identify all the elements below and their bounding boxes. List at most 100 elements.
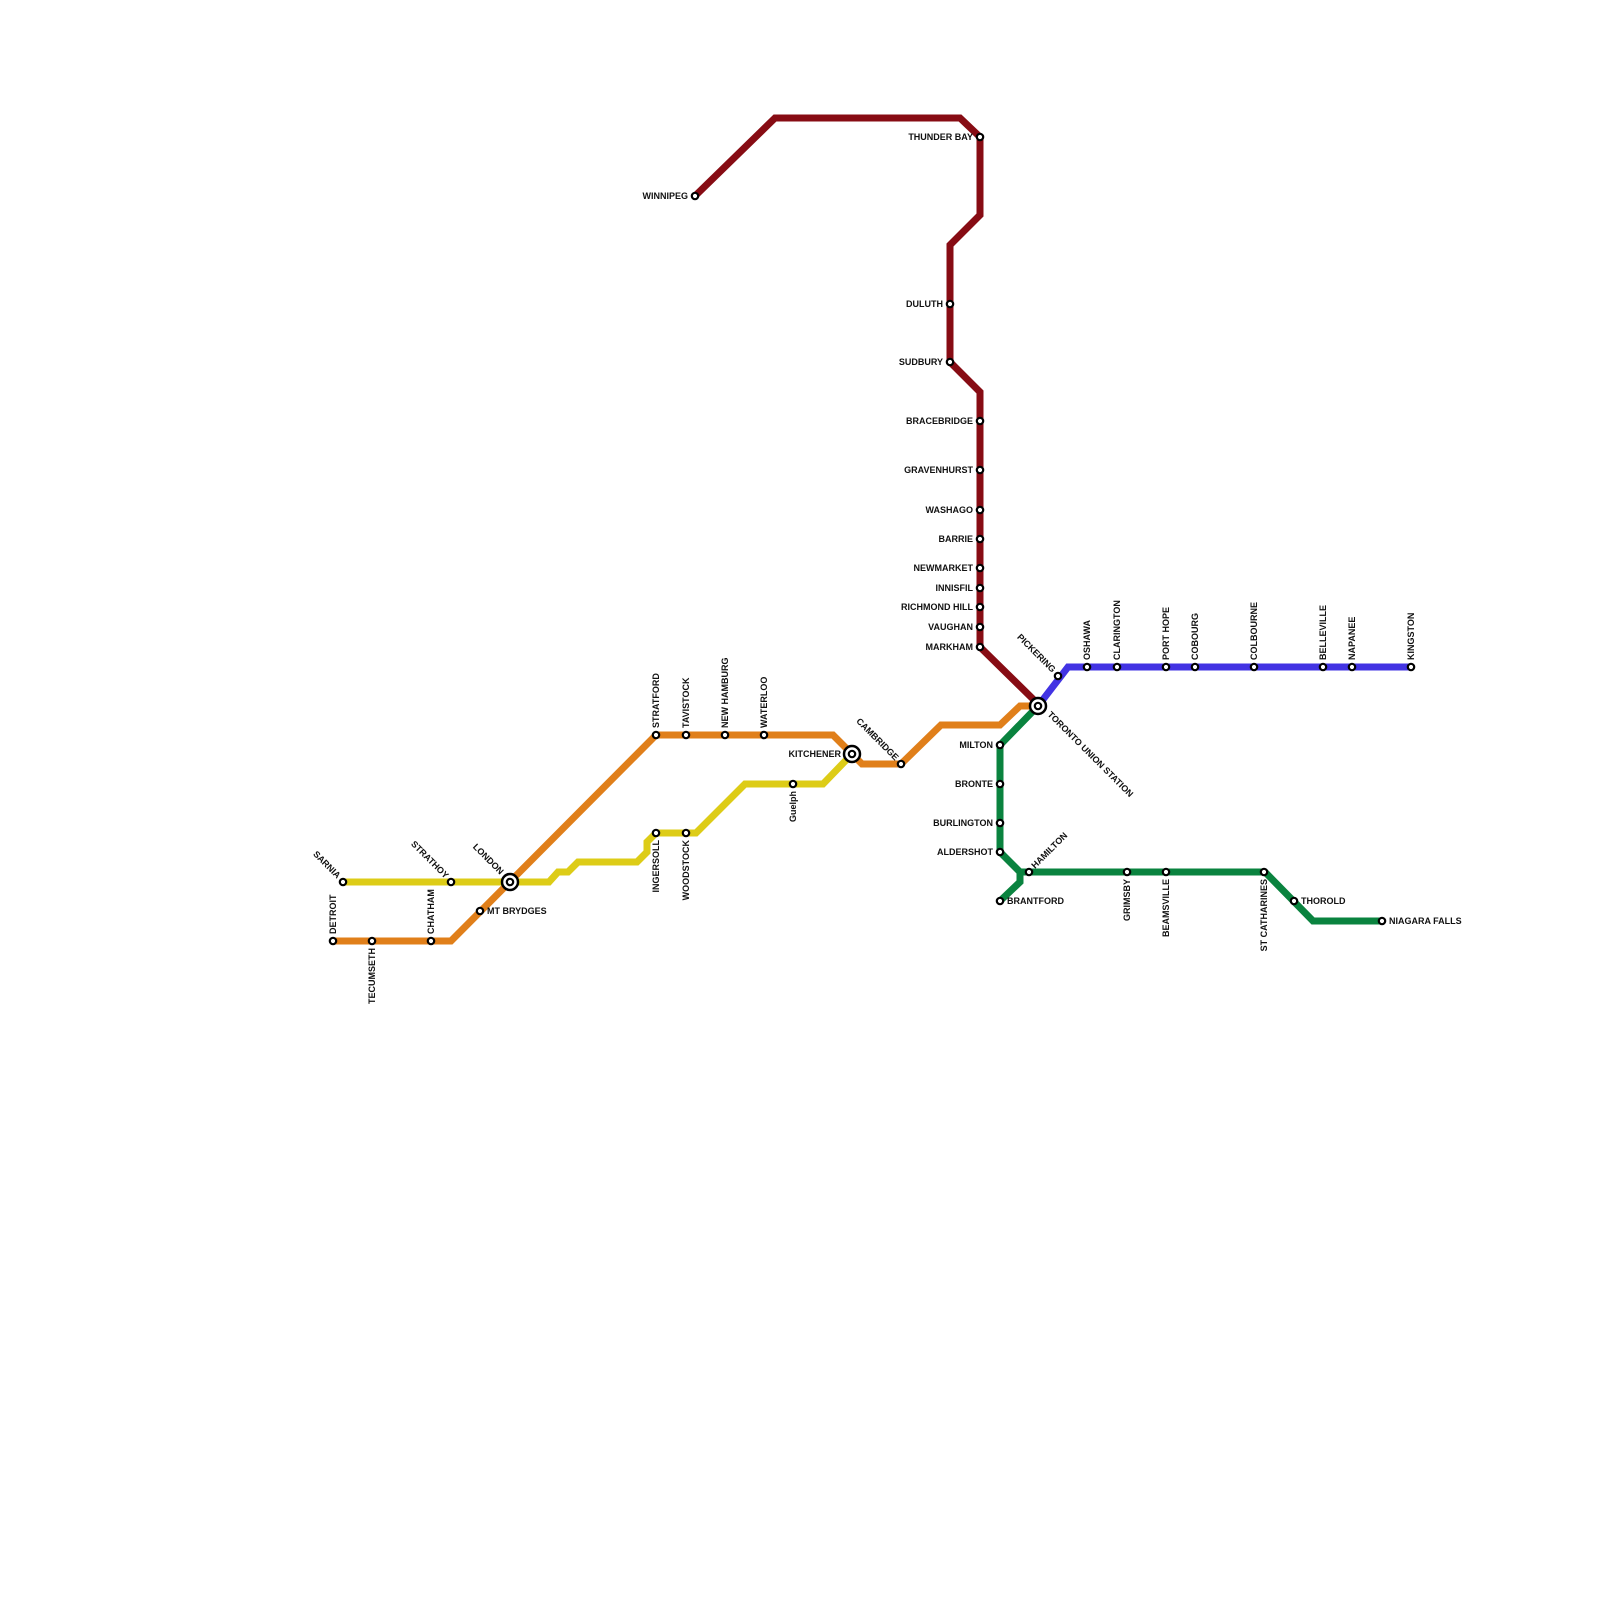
station-thorold[interactable]: THOROLD [1289,896,1346,906]
station-marker-icon[interactable] [896,759,906,769]
station-clarington[interactable]: CLARINGTON [1112,600,1122,672]
station-milton[interactable]: MILTON [959,740,1005,750]
station-marker-icon[interactable] [1024,867,1034,877]
station-marker-icon[interactable] [681,828,691,838]
station-kingston[interactable]: KINGSTON [1406,613,1416,672]
station-sarnia[interactable]: SARNIA [311,849,348,887]
station-pickering[interactable]: PICKERING [1015,632,1063,681]
station-marker-icon[interactable] [995,779,1005,789]
station-chatham[interactable]: CHATHAM [426,889,436,946]
station-marker-icon[interactable] [995,818,1005,828]
station-marker-icon[interactable] [367,936,377,946]
station-marker-icon[interactable] [1053,671,1063,681]
station-innisfil[interactable]: INNISFIL [936,583,985,593]
station-marker-icon[interactable] [1082,662,1092,672]
station-detroit[interactable]: DETROIT [328,894,338,946]
station-marker-icon[interactable] [975,642,985,652]
station-stratford[interactable]: STRATFORD [651,673,661,740]
station-bronte[interactable]: BRONTE [955,779,1005,789]
station-label-port-hope: PORT HOPE [1161,607,1171,660]
station-ingersoll[interactable]: INGERSOLL [651,828,661,893]
station-bracebridge[interactable]: BRACEBRIDGE [906,416,985,426]
station-marker-icon[interactable] [1161,662,1171,672]
station-winnipeg[interactable]: WINNIPEG [642,191,700,201]
station-marker-icon[interactable] [690,191,700,201]
station-marker-icon[interactable] [1289,896,1299,906]
station-napanee[interactable]: NAPANEE [1347,617,1357,672]
station-marker-icon[interactable] [975,534,985,544]
station-grimsby[interactable]: GRIMSBY [1122,867,1132,921]
station-marker-icon[interactable] [995,847,1005,857]
station-markham[interactable]: MARKHAM [926,642,985,652]
station-marker-icon[interactable] [426,936,436,946]
station-marker-icon[interactable] [1259,867,1269,877]
station-marker-icon[interactable] [975,563,985,573]
station-marker-icon[interactable] [1249,662,1259,672]
station-vaughan[interactable]: VAUGHAN [928,622,985,632]
station-marker-icon[interactable] [720,730,730,740]
interchange-kitchener[interactable]: KITCHENER [788,744,862,764]
station-marker-icon[interactable] [759,730,769,740]
station-marker-icon[interactable] [788,779,798,789]
station-marker-icon[interactable] [995,740,1005,750]
station-hamilton[interactable]: HAMILTON [1024,830,1070,877]
station-niagara-falls[interactable]: NIAGARA FALLS [1377,916,1462,926]
station-woodstock[interactable]: WOODSTOCK [681,828,691,901]
station-marker-icon[interactable] [975,465,985,475]
station-tavistock[interactable]: TAVISTOCK [681,677,691,740]
station-marker-icon[interactable] [1347,662,1357,672]
station-marker-icon[interactable] [995,896,1005,906]
station-sudbury[interactable]: SUDBURY [899,357,955,367]
station-washago[interactable]: WASHAGO [925,505,985,515]
station-brantford[interactable]: BRANTFORD [995,896,1065,906]
station-marker-icon[interactable] [975,505,985,515]
station-marker-icon[interactable] [651,730,661,740]
station-duluth[interactable]: DULUTH [906,299,955,309]
station-aldershot[interactable]: ALDERSHOT [937,847,1005,857]
station-marker-icon[interactable] [945,357,955,367]
station-marker-icon[interactable] [446,877,456,887]
station-marker-icon[interactable] [1406,662,1416,672]
station-beamsville[interactable]: BEAMSVILLE [1161,867,1171,937]
station-new-hamburg[interactable]: NEW HAMBURG [720,658,730,740]
interchange-toronto-union-station[interactable]: TORONTO UNION STATION [1028,696,1135,799]
station-strathoy[interactable]: STRATHOY [409,839,456,887]
station-marker-icon[interactable] [975,416,985,426]
station-marker-icon[interactable] [1377,916,1387,926]
station-marker-icon[interactable] [1122,867,1132,877]
station-label-mt-brydges: MT BRYDGES [487,906,547,916]
station-barrie[interactable]: BARRIE [938,534,985,544]
station-marker-icon[interactable] [1318,662,1328,672]
station-marker-icon[interactable] [681,730,691,740]
station-marker-icon[interactable] [975,602,985,612]
station-port-hope[interactable]: PORT HOPE [1161,607,1171,672]
station-marker-icon[interactable] [945,299,955,309]
station-marker-icon[interactable] [975,583,985,593]
station-colbourne[interactable]: COLBOURNE [1249,602,1259,672]
blue-line-track [1035,663,1410,709]
station-tecumseth[interactable]: TECUMSETH [367,936,377,1004]
station-newmarket[interactable]: NEWMARKET [914,563,985,573]
station-oshawa[interactable]: OSHAWA [1082,619,1092,672]
station-gravenhurst[interactable]: GRAVENHURST [904,465,985,475]
station-marker-icon[interactable] [338,877,348,887]
station-marker-icon[interactable] [1112,662,1122,672]
station-marker-icon[interactable] [975,132,985,142]
station-thunder-bay[interactable]: THUNDER BAY [908,132,985,142]
station-marker-icon[interactable] [475,906,485,916]
station-richmond-hill[interactable]: RICHMOND HILL [901,602,985,612]
station-marker-icon[interactable] [1161,867,1171,877]
station-marker-icon[interactable] [651,828,661,838]
stations: WINNIPEG THUNDER BAY DULUTH SUDBURY BRACEBRI… [311,132,1461,1004]
station-belleville[interactable]: BELLEVILLE [1318,605,1328,672]
station-cobourg[interactable]: COBOURG [1190,613,1200,672]
station-marker-icon[interactable] [1190,662,1200,672]
station-burlington[interactable]: BURLINGTON [933,818,1005,828]
station-marker-icon[interactable] [975,622,985,632]
station-mt-brydges[interactable]: MT BRYDGES [475,906,547,916]
station-label-brantford: BRANTFORD [1007,896,1064,906]
station-marker-icon[interactable] [328,936,338,946]
station-guelph[interactable]: Guelph [788,779,798,822]
station-st-catharines[interactable]: ST CATHARINES [1259,867,1269,952]
station-waterloo[interactable]: WATERLOO [759,677,769,740]
